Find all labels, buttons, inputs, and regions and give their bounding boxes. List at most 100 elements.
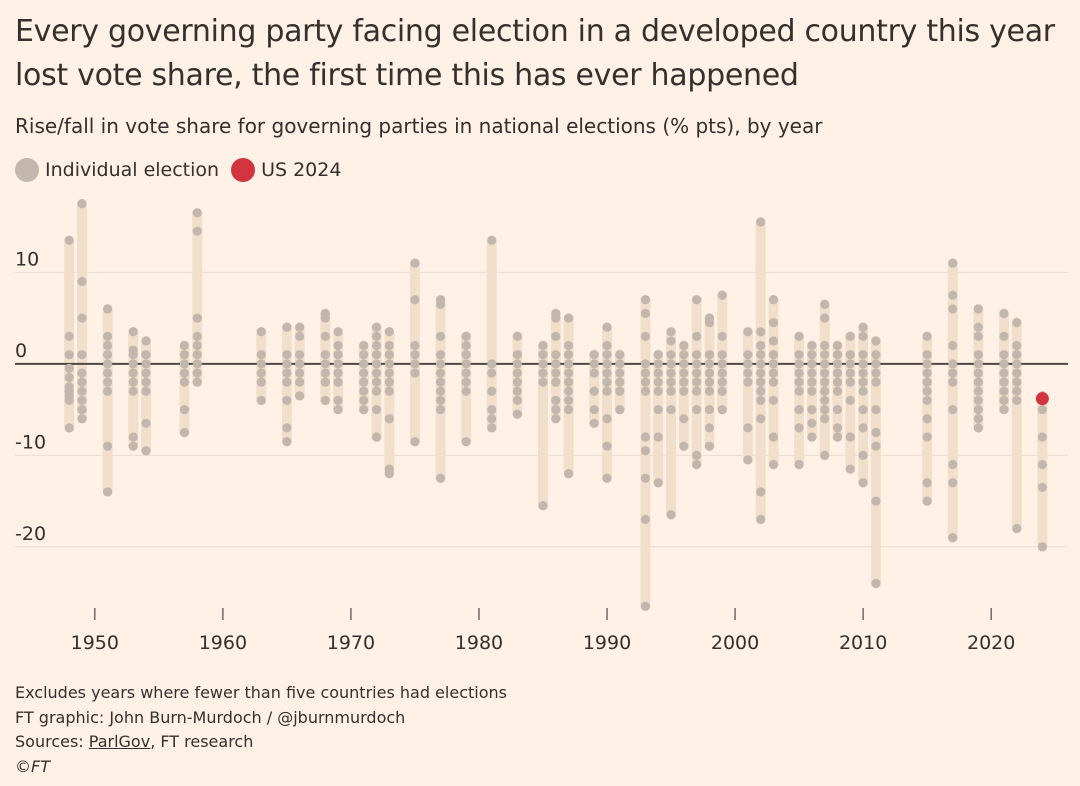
point-2019 bbox=[973, 404, 983, 415]
footer-note: Excludes years where fewer than five cou… bbox=[15, 683, 507, 702]
point-1985 bbox=[538, 359, 548, 369]
point-1994 bbox=[653, 386, 663, 396]
point-1965 bbox=[282, 377, 292, 387]
point-1986 bbox=[551, 395, 561, 406]
legend: Individual election US 2024 bbox=[15, 156, 353, 184]
point-2001 bbox=[743, 350, 753, 360]
point-2007 bbox=[820, 450, 830, 460]
point-2001 bbox=[743, 423, 753, 433]
point-2001 bbox=[743, 359, 753, 369]
point-1973 bbox=[384, 469, 394, 479]
point-1969 bbox=[333, 368, 343, 378]
point-1969 bbox=[333, 340, 343, 351]
point-1949 bbox=[77, 404, 87, 415]
point-1958 bbox=[192, 377, 202, 387]
point-1983 bbox=[512, 359, 522, 369]
point-2006 bbox=[807, 418, 817, 428]
point-1949 bbox=[77, 386, 87, 396]
point-2005 bbox=[794, 377, 804, 387]
point-2002 bbox=[756, 414, 766, 424]
point-2008 bbox=[832, 432, 843, 442]
point-1958 bbox=[192, 368, 202, 378]
point-1977 bbox=[435, 404, 446, 415]
point-2006 bbox=[807, 432, 817, 442]
point-2002 bbox=[756, 217, 766, 227]
point-1995 bbox=[666, 336, 676, 346]
point-1983 bbox=[512, 331, 522, 341]
point-1951 bbox=[103, 386, 113, 396]
point-2007 bbox=[820, 350, 830, 360]
point-1957 bbox=[179, 377, 190, 387]
point-2005 bbox=[794, 331, 804, 341]
point-2011 bbox=[871, 336, 881, 346]
point-2017 bbox=[948, 290, 958, 300]
point-1999 bbox=[717, 331, 727, 341]
point-2005 bbox=[794, 404, 804, 415]
point-1948 bbox=[64, 363, 74, 374]
point-2010 bbox=[858, 423, 868, 433]
point-us-2024 bbox=[1035, 392, 1049, 406]
point-1977 bbox=[435, 377, 446, 387]
point-2019 bbox=[973, 377, 983, 387]
point-1971 bbox=[359, 340, 369, 351]
point-1989 bbox=[589, 368, 599, 378]
point-1987 bbox=[564, 404, 574, 415]
point-2003 bbox=[768, 336, 779, 346]
point-2011 bbox=[871, 578, 881, 589]
point-1998 bbox=[704, 318, 715, 328]
point-1957 bbox=[179, 368, 190, 378]
point-1963 bbox=[256, 350, 266, 360]
point-1951 bbox=[103, 441, 113, 451]
point-1998 bbox=[704, 377, 715, 387]
point-2005 bbox=[794, 359, 804, 369]
point-2003 bbox=[768, 459, 779, 470]
point-1990 bbox=[602, 340, 612, 351]
point-1953 bbox=[128, 377, 138, 387]
point-1997 bbox=[692, 359, 702, 369]
point-1954 bbox=[141, 368, 151, 378]
point-1969 bbox=[333, 395, 343, 406]
point-1948 bbox=[64, 423, 74, 433]
point-1995 bbox=[666, 510, 676, 520]
point-2007 bbox=[820, 368, 830, 378]
point-2002 bbox=[756, 395, 766, 406]
point-1953 bbox=[128, 350, 138, 360]
legend-label-individual: Individual election bbox=[45, 159, 220, 181]
point-2015 bbox=[922, 386, 932, 396]
point-1963 bbox=[256, 327, 266, 337]
point-2017 bbox=[948, 368, 958, 378]
point-2010 bbox=[858, 350, 868, 360]
point-2015 bbox=[922, 478, 932, 488]
point-1972 bbox=[371, 322, 382, 332]
point-2017 bbox=[948, 258, 958, 268]
point-1973 bbox=[384, 350, 394, 360]
point-1968 bbox=[320, 377, 330, 387]
point-1986 bbox=[551, 414, 561, 424]
point-1995 bbox=[666, 350, 676, 360]
point-1951 bbox=[103, 304, 113, 314]
point-2022 bbox=[1012, 340, 1022, 351]
point-1985 bbox=[538, 377, 548, 387]
point-2011 bbox=[871, 441, 881, 451]
point-1973 bbox=[384, 368, 394, 378]
point-1999 bbox=[717, 359, 727, 369]
point-1954 bbox=[141, 377, 151, 387]
point-1948 bbox=[64, 235, 74, 245]
point-1994 bbox=[653, 359, 663, 369]
point-1993 bbox=[640, 295, 651, 305]
point-1966 bbox=[295, 391, 305, 401]
point-1954 bbox=[141, 350, 151, 360]
x-tick-label: 1960 bbox=[199, 632, 247, 654]
point-1972 bbox=[371, 359, 382, 369]
point-1972 bbox=[371, 432, 382, 442]
point-2021 bbox=[999, 395, 1009, 406]
point-2005 bbox=[794, 386, 804, 396]
point-1990 bbox=[602, 441, 612, 451]
point-1965 bbox=[282, 368, 292, 378]
point-2015 bbox=[922, 368, 932, 378]
point-1999 bbox=[717, 377, 727, 387]
point-2017 bbox=[948, 340, 958, 351]
sources-link-parlgov[interactable]: ParlGov bbox=[88, 732, 151, 751]
point-1985 bbox=[538, 350, 548, 360]
point-1993 bbox=[640, 368, 651, 378]
